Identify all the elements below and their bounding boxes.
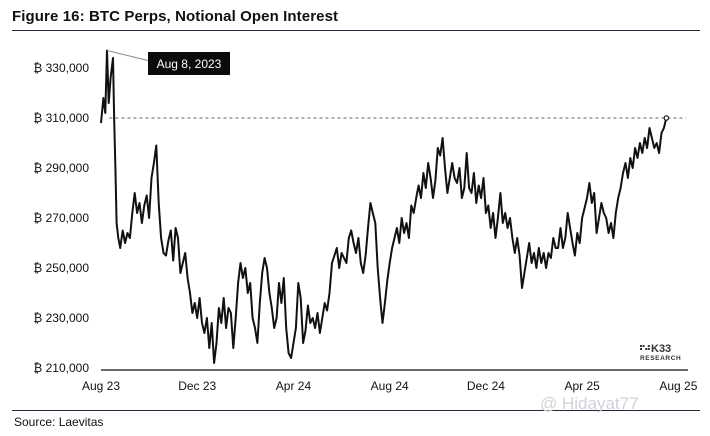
annotation-label: Aug 8, 2023 <box>157 57 222 71</box>
source-note: Source: Laevitas <box>14 415 104 429</box>
k33-logo-mark <box>640 345 650 350</box>
logo-sub-text: RESEARCH <box>640 355 681 362</box>
y-tick-label: ₿ 210,000 <box>33 361 89 375</box>
x-tick-label: Aug 23 <box>82 379 120 393</box>
y-tick-label: ₿ 250,000 <box>33 261 89 275</box>
logo-dot <box>640 348 642 350</box>
y-tick-label: ₿ 330,000 <box>33 61 89 75</box>
title-rule <box>12 30 700 31</box>
y-tick-label: ₿ 290,000 <box>33 161 89 175</box>
x-tick-label: Aug 24 <box>371 379 409 393</box>
x-tick-label: Aug 25 <box>659 379 697 393</box>
open-interest-line <box>100 49 668 364</box>
y-tick-label: ₿ 270,000 <box>33 211 89 225</box>
logo-dot <box>642 345 645 347</box>
footer-rule <box>12 410 700 411</box>
annotation-box <box>148 52 230 75</box>
annotation-leader <box>106 50 149 61</box>
x-tick-label: Apr 25 <box>564 379 600 393</box>
k33-logo: K33 RESEARCH <box>640 343 681 362</box>
logo-dot <box>640 345 642 347</box>
chart-title: Figure 16: BTC Perps, Notional Open Inte… <box>12 8 339 25</box>
y-tick-label: ₿ 310,000 <box>33 111 89 125</box>
x-tick-label: Dec 24 <box>467 379 505 393</box>
y-tick-label: ₿ 230,000 <box>33 311 89 325</box>
logo-dot <box>647 345 650 347</box>
x-tick-label: Dec 23 <box>178 379 216 393</box>
logo-dot <box>647 348 650 350</box>
logo-dot <box>645 348 648 350</box>
last-point-marker <box>663 115 670 121</box>
watermark: @ Hidayat77 <box>540 394 639 413</box>
x-tick-label: Apr 24 <box>276 379 312 393</box>
logo-mark-text: K33 <box>651 343 671 355</box>
